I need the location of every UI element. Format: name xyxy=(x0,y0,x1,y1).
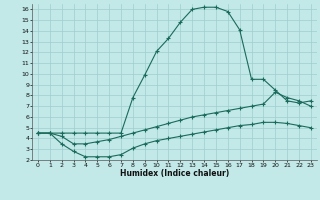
X-axis label: Humidex (Indice chaleur): Humidex (Indice chaleur) xyxy=(120,169,229,178)
